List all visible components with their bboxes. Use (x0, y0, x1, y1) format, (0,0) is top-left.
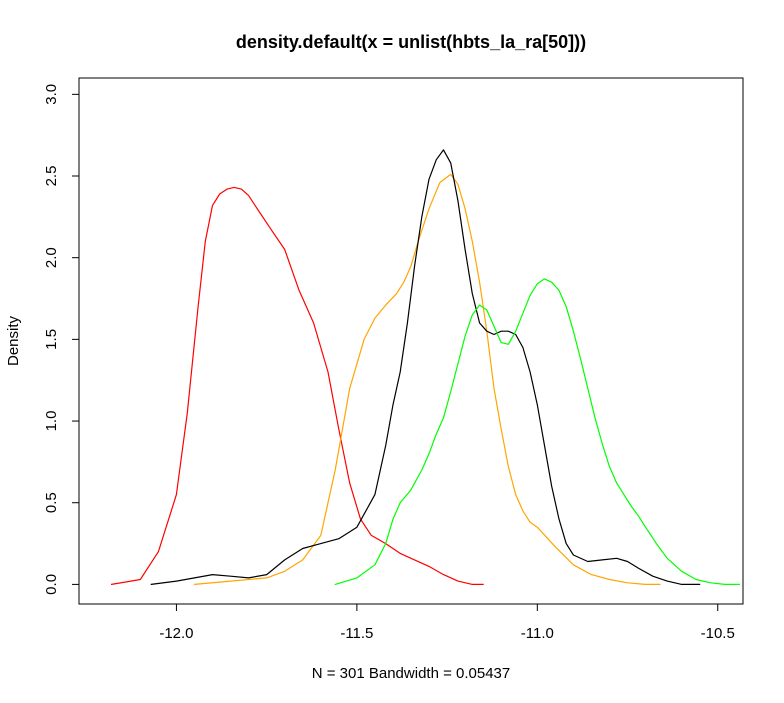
x-tick-label: -11.5 (340, 625, 373, 642)
y-tick-label: 0.0 (43, 574, 60, 595)
x-tick-label: -11.0 (521, 625, 554, 642)
y-tick-label: 0.5 (43, 492, 60, 513)
y-axis-label: Density (5, 315, 22, 366)
series-layer (110, 149, 741, 586)
chart-title: density.default(x = unlist(hbts_la_ra[50… (236, 32, 586, 52)
y-tick-label: 1.5 (43, 329, 60, 350)
density-series-line-3 (150, 149, 701, 586)
x-tick-label: -10.5 (701, 625, 735, 642)
x-axis-label: N = 301 Bandwidth = 0.05437 (312, 665, 511, 682)
density-series-line-1 (110, 186, 484, 586)
density-series-line-2 (193, 173, 661, 586)
density-series-line-4 (334, 278, 741, 586)
y-tick-label: 1.0 (43, 411, 60, 432)
y-tick-label: 2.0 (43, 247, 60, 268)
x-tick-label: -12.0 (159, 625, 193, 642)
x-axis: -12.0 -11.5 -11.0 -10.5 (159, 603, 735, 642)
y-tick-label: 3.0 (43, 84, 60, 105)
y-axis: 0.0 0.5 1.0 1.5 2.0 2.5 3.0 (43, 84, 80, 595)
y-tick-label: 2.5 (43, 166, 60, 187)
